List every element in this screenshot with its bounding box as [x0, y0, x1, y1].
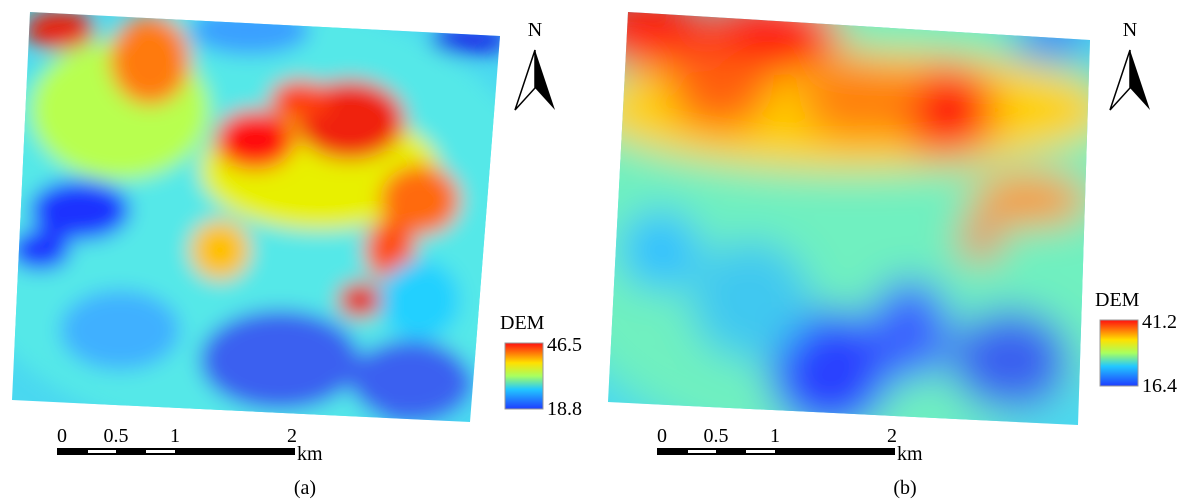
scale-bar: [657, 448, 895, 455]
elevation-zone: [620, 210, 700, 290]
legend-min: 16.4: [1142, 375, 1177, 397]
scale-label: 0: [57, 425, 67, 447]
scale-unit: km: [297, 443, 323, 465]
elevation-zone: [190, 12, 310, 55]
panel-label: (b): [893, 477, 916, 499]
elevation-zone: [25, 12, 95, 50]
elevation-zone: [895, 65, 995, 155]
scale-label: 2: [887, 425, 897, 447]
elevation-zone: [215, 110, 295, 170]
legend-bar: [1099, 319, 1139, 387]
elevation-zone: [950, 310, 1070, 410]
elevation-zone: [12, 230, 70, 270]
scale-label: 1: [170, 425, 180, 447]
scale-label: 2: [287, 425, 297, 447]
elevation-zone: [350, 340, 470, 420]
map-surface: [12, 12, 500, 422]
dem-map: [608, 12, 1090, 425]
legend-title: DEM: [500, 312, 545, 334]
elevation-zone: [870, 280, 950, 380]
elevation-zone: [800, 60, 920, 140]
north-arrow-left: [1109, 49, 1131, 111]
scale-segment: [688, 450, 716, 453]
scale-bar: [57, 448, 295, 455]
elevation-zone: [110, 15, 190, 105]
north-arrow-right: [1130, 50, 1150, 110]
elevation-zone: [670, 50, 770, 130]
scale-label: 0: [657, 425, 667, 447]
panel-label: (a): [294, 477, 316, 499]
scale-label: 0.5: [104, 425, 129, 447]
scale-segment: [88, 450, 116, 453]
elevation-zone: [190, 220, 250, 280]
elevation-zone: [60, 290, 180, 370]
elevation-zone: [380, 260, 460, 340]
scale-segment: [746, 450, 775, 453]
north-arrow-left: [514, 49, 536, 111]
elevation-zone: [30, 180, 130, 240]
north-arrow-right: [535, 50, 555, 110]
elevation-zone: [270, 80, 330, 120]
scale-label: 0.5: [704, 425, 729, 447]
elevation-zone: [338, 282, 382, 318]
legend-bar: [504, 342, 544, 410]
elevation-zone: [970, 175, 1090, 225]
elevation-zone: [770, 310, 890, 425]
legend-title: DEM: [1095, 289, 1140, 311]
scale-label: 1: [770, 425, 780, 447]
legend-max: 46.5: [547, 334, 582, 356]
elevation-zone: [380, 165, 460, 235]
map-surface: [608, 12, 1090, 425]
dem-map: [12, 12, 500, 422]
elevation-zone: [690, 240, 810, 360]
elevation-zone: [1010, 25, 1090, 55]
scale-segment: [146, 450, 175, 453]
elevation-zone: [200, 310, 360, 410]
elevation-zone: [960, 220, 1000, 260]
legend-min: 18.8: [547, 398, 582, 420]
scale-unit: km: [897, 443, 923, 465]
north-label: N: [1123, 19, 1137, 41]
north-label: N: [528, 19, 542, 41]
elevation-zone: [430, 25, 500, 55]
legend-max: 41.2: [1142, 311, 1177, 333]
